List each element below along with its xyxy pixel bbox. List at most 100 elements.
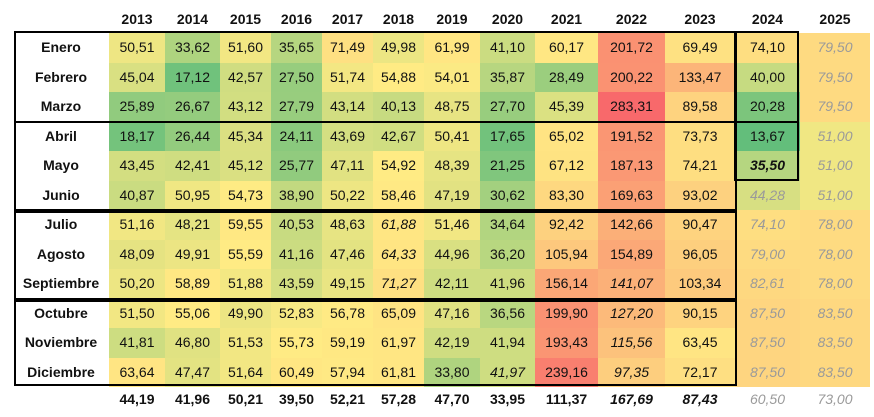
table-cell[interactable]: 58,89 bbox=[165, 269, 220, 299]
table-cell[interactable]: 48,21 bbox=[165, 210, 220, 240]
table-cell[interactable]: 41,10 bbox=[480, 33, 535, 63]
table-cell[interactable]: 193,43 bbox=[535, 328, 598, 358]
table-cell[interactable]: 41,81 bbox=[109, 328, 165, 358]
table-cell[interactable]: 50,20 bbox=[109, 269, 165, 299]
table-cell[interactable]: 48,75 bbox=[424, 92, 480, 122]
table-cell[interactable]: 82,61 bbox=[735, 269, 800, 299]
table-cell[interactable]: 33,62 bbox=[165, 33, 220, 63]
table-cell[interactable]: 34,64 bbox=[480, 210, 535, 240]
table-cell[interactable]: 25,77 bbox=[271, 151, 322, 181]
table-cell[interactable]: 154,89 bbox=[598, 239, 665, 269]
table-cell[interactable]: 51,88 bbox=[220, 269, 271, 299]
table-cell[interactable]: 33,80 bbox=[424, 357, 480, 387]
table-cell[interactable]: 25,89 bbox=[109, 92, 165, 122]
table-cell[interactable]: 51,53 bbox=[220, 328, 271, 358]
table-cell[interactable]: 43,12 bbox=[220, 92, 271, 122]
table-cell[interactable]: 43,69 bbox=[322, 121, 373, 151]
table-cell[interactable]: 43,45 bbox=[109, 151, 165, 181]
table-cell[interactable]: 52,83 bbox=[271, 298, 322, 328]
table-cell[interactable]: 78,00 bbox=[800, 210, 870, 240]
table-cell[interactable]: 92,42 bbox=[535, 210, 598, 240]
table-cell[interactable]: 27,70 bbox=[480, 92, 535, 122]
table-cell[interactable]: 43,59 bbox=[271, 269, 322, 299]
table-cell[interactable]: 49,15 bbox=[322, 269, 373, 299]
table-cell[interactable]: 24,11 bbox=[271, 121, 322, 151]
table-cell[interactable]: 27,79 bbox=[271, 92, 322, 122]
table-cell[interactable]: 71,49 bbox=[322, 33, 373, 63]
table-cell[interactable]: 187,13 bbox=[598, 151, 665, 181]
table-cell[interactable]: 18,17 bbox=[109, 121, 165, 151]
table-cell[interactable]: 90,15 bbox=[665, 298, 735, 328]
table-cell[interactable]: 69,49 bbox=[665, 33, 735, 63]
table-cell[interactable]: 115,56 bbox=[598, 328, 665, 358]
table-cell[interactable]: 59,55 bbox=[220, 210, 271, 240]
table-cell[interactable]: 79,50 bbox=[800, 62, 870, 92]
table-cell[interactable]: 72,17 bbox=[665, 357, 735, 387]
table-cell[interactable]: 59,19 bbox=[322, 328, 373, 358]
table-cell[interactable]: 79,50 bbox=[800, 33, 870, 63]
table-cell[interactable]: 74,10 bbox=[735, 33, 800, 63]
table-cell[interactable]: 87,50 bbox=[735, 357, 800, 387]
table-cell[interactable]: 142,66 bbox=[598, 210, 665, 240]
table-cell[interactable]: 54,01 bbox=[424, 62, 480, 92]
table-cell[interactable]: 87,50 bbox=[735, 328, 800, 358]
table-cell[interactable]: 61,81 bbox=[373, 357, 424, 387]
table-cell[interactable]: 50,51 bbox=[109, 33, 165, 63]
table-cell[interactable]: 50,22 bbox=[322, 180, 373, 210]
table-cell[interactable]: 60,17 bbox=[535, 33, 598, 63]
table-cell[interactable]: 283,31 bbox=[598, 92, 665, 122]
table-cell[interactable]: 51,00 bbox=[800, 121, 870, 151]
table-cell[interactable]: 61,97 bbox=[373, 328, 424, 358]
table-cell[interactable]: 83,30 bbox=[535, 180, 598, 210]
table-cell[interactable]: 96,05 bbox=[665, 239, 735, 269]
table-cell[interactable]: 44,28 bbox=[735, 180, 800, 210]
table-cell[interactable]: 42,57 bbox=[220, 62, 271, 92]
table-cell[interactable]: 30,62 bbox=[480, 180, 535, 210]
table-cell[interactable]: 90,47 bbox=[665, 210, 735, 240]
table-cell[interactable]: 41,94 bbox=[480, 328, 535, 358]
table-cell[interactable]: 45,34 bbox=[220, 121, 271, 151]
table-cell[interactable]: 79,00 bbox=[735, 239, 800, 269]
table-cell[interactable]: 169,63 bbox=[598, 180, 665, 210]
table-cell[interactable]: 41,16 bbox=[271, 239, 322, 269]
table-cell[interactable]: 239,16 bbox=[535, 357, 598, 387]
table-cell[interactable]: 87,50 bbox=[735, 298, 800, 328]
table-cell[interactable]: 127,20 bbox=[598, 298, 665, 328]
table-cell[interactable]: 83,50 bbox=[800, 357, 870, 387]
table-cell[interactable]: 17,65 bbox=[480, 121, 535, 151]
table-cell[interactable]: 105,94 bbox=[535, 239, 598, 269]
table-cell[interactable]: 43,14 bbox=[322, 92, 373, 122]
table-cell[interactable]: 51,50 bbox=[109, 298, 165, 328]
table-cell[interactable]: 74,21 bbox=[665, 151, 735, 181]
table-cell[interactable]: 17,12 bbox=[165, 62, 220, 92]
table-cell[interactable]: 41,96 bbox=[480, 269, 535, 299]
table-cell[interactable]: 73,73 bbox=[665, 121, 735, 151]
table-cell[interactable]: 51,46 bbox=[424, 210, 480, 240]
table-cell[interactable]: 36,20 bbox=[480, 239, 535, 269]
table-cell[interactable]: 41,97 bbox=[480, 357, 535, 387]
table-cell[interactable]: 48,63 bbox=[322, 210, 373, 240]
table-cell[interactable]: 55,59 bbox=[220, 239, 271, 269]
table-cell[interactable]: 35,65 bbox=[271, 33, 322, 63]
table-cell[interactable]: 49,98 bbox=[373, 33, 424, 63]
table-cell[interactable]: 21,25 bbox=[480, 151, 535, 181]
table-cell[interactable]: 61,99 bbox=[424, 33, 480, 63]
table-cell[interactable]: 28,49 bbox=[535, 62, 598, 92]
table-cell[interactable]: 79,50 bbox=[800, 92, 870, 122]
table-cell[interactable]: 93,02 bbox=[665, 180, 735, 210]
table-cell[interactable]: 78,00 bbox=[800, 239, 870, 269]
table-cell[interactable]: 58,46 bbox=[373, 180, 424, 210]
table-cell[interactable]: 50,95 bbox=[165, 180, 220, 210]
table-cell[interactable]: 44,96 bbox=[424, 239, 480, 269]
table-cell[interactable]: 83,50 bbox=[800, 328, 870, 358]
table-cell[interactable]: 27,50 bbox=[271, 62, 322, 92]
table-cell[interactable]: 141,07 bbox=[598, 269, 665, 299]
table-cell[interactable]: 45,12 bbox=[220, 151, 271, 181]
table-cell[interactable]: 74,10 bbox=[735, 210, 800, 240]
table-cell[interactable]: 55,73 bbox=[271, 328, 322, 358]
table-cell[interactable]: 47,47 bbox=[165, 357, 220, 387]
table-cell[interactable]: 26,44 bbox=[165, 121, 220, 151]
table-cell[interactable]: 42,41 bbox=[165, 151, 220, 181]
table-cell[interactable]: 51,16 bbox=[109, 210, 165, 240]
table-cell[interactable]: 51,60 bbox=[220, 33, 271, 63]
